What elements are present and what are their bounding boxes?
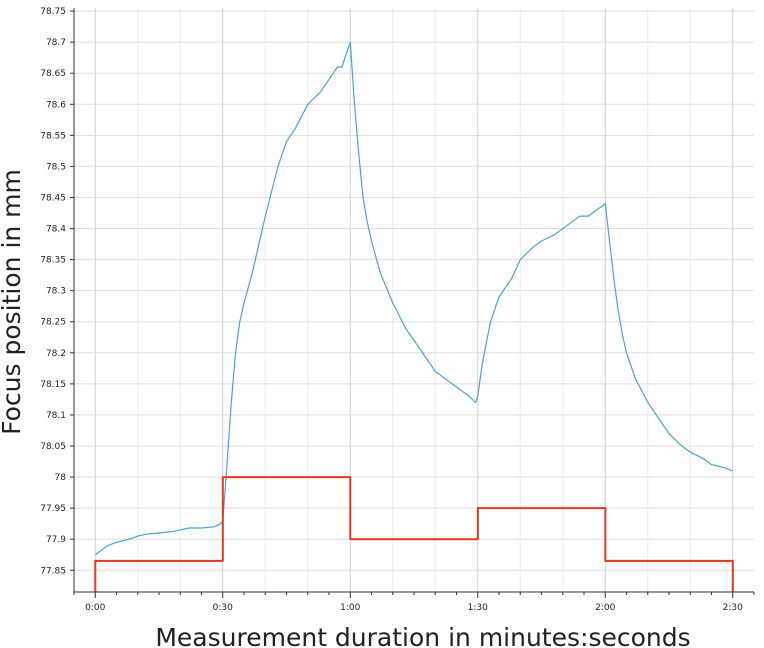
y-tick-label: 78.1 [46, 411, 66, 421]
y-tick-label: 78.35 [40, 256, 66, 266]
y-tick-label: 78.3 [46, 287, 66, 297]
x-axis-title: Measurement duration in minutes:seconds [155, 623, 690, 648]
plot-background [74, 8, 754, 592]
x-tick-label: 1:30 [468, 603, 488, 613]
y-tick-label: 78.45 [40, 193, 66, 203]
y-tick-label: 77.9 [46, 535, 66, 545]
series-layer [94, 41, 734, 592]
y-tick-label: 78.5 [46, 162, 66, 172]
y-tick-label: 78 [55, 473, 67, 483]
x-tick-label: 2:00 [595, 603, 615, 613]
x-tick-label: 0:00 [85, 603, 105, 613]
axes [70, 8, 755, 598]
y-tick-label: 77.85 [40, 566, 66, 576]
setpoint-step-line [94, 476, 734, 592]
focus-position-line [94, 41, 734, 556]
y-tick-label: 78.65 [40, 69, 66, 79]
y-tick-label: 78.2 [46, 349, 66, 359]
y-axis-title: Focus position in mm [0, 169, 26, 435]
y-tick-label: 78.05 [40, 442, 66, 452]
x-tick-label: 0:30 [213, 603, 233, 613]
y-tick-label: 78.25 [40, 318, 66, 328]
y-tick-label: 78.15 [40, 380, 66, 390]
y-tick-label: 78.4 [46, 225, 66, 235]
x-tick-label: 2:30 [723, 603, 743, 613]
x-tick-label: 1:00 [340, 603, 360, 613]
y-tick-label: 78.55 [40, 131, 66, 141]
y-tick-label: 78.75 [40, 7, 66, 17]
y-tick-label: 78.6 [46, 100, 66, 110]
tick-labels: 0:00 0:30 1:00 1:30 2:00 2:30 77.85 77.9 77.95 78… [40, 7, 743, 613]
y-tick-label: 78.7 [46, 38, 66, 48]
y-tick-label: 77.95 [40, 504, 66, 514]
